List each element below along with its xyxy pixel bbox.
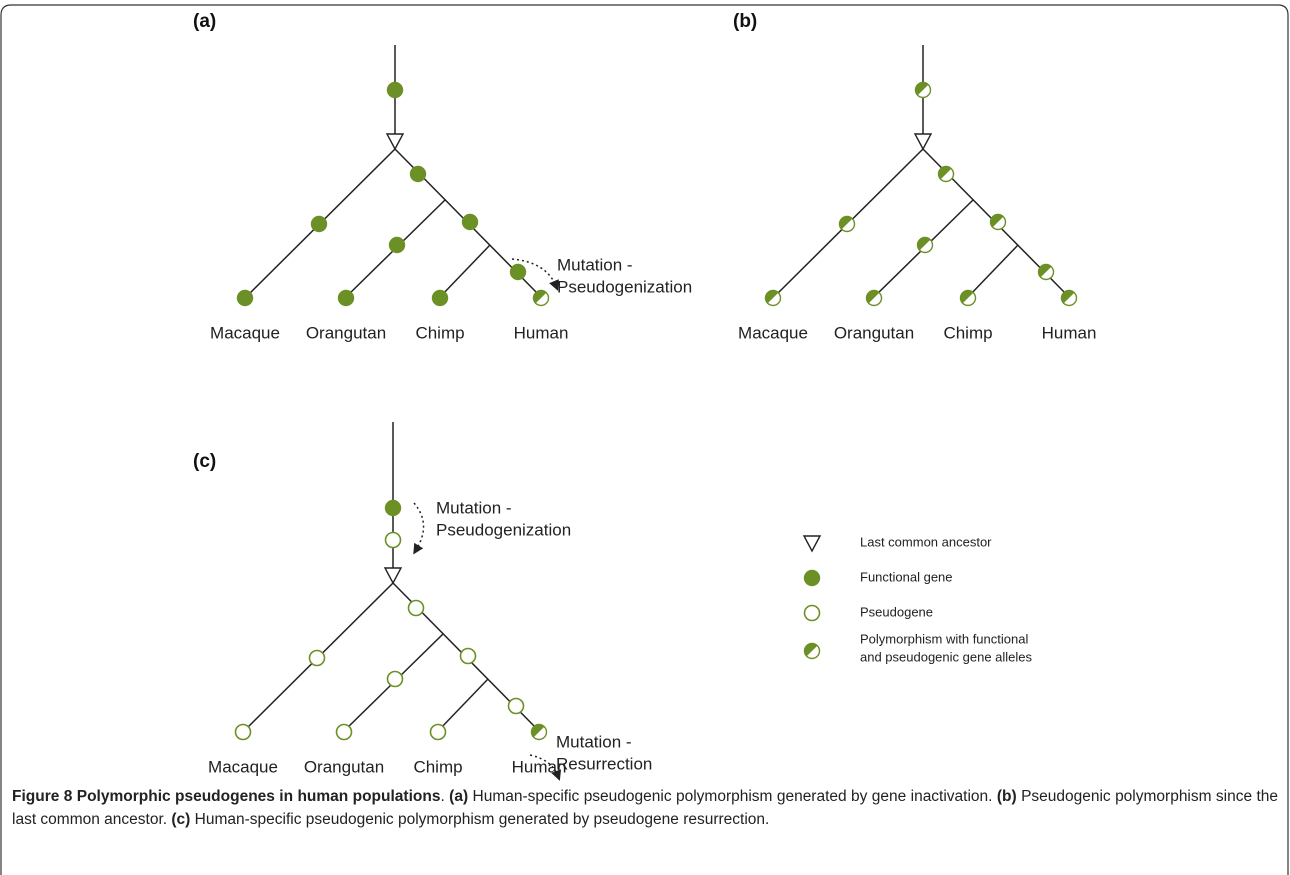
tree-branch bbox=[967, 244, 1019, 298]
caption-bold: Figure 8 Polymorphic pseudogenes in huma… bbox=[12, 788, 441, 805]
polymorphism-node bbox=[764, 289, 782, 307]
functional-node bbox=[509, 263, 527, 281]
node-half bbox=[960, 290, 974, 304]
functional-node bbox=[337, 289, 355, 307]
species-label: Human bbox=[1042, 323, 1097, 342]
node-half bbox=[1038, 264, 1052, 278]
functional-node bbox=[803, 569, 821, 587]
node-half bbox=[765, 290, 779, 304]
legend-text: and pseudogenic gene alleles bbox=[860, 649, 1033, 664]
pseudogene-node bbox=[386, 670, 404, 688]
pseudogene-node bbox=[308, 649, 326, 667]
polymorphism-node bbox=[530, 723, 548, 741]
legend-text: Functional gene bbox=[860, 569, 953, 584]
caption-text: Human-specific pseudogenic polymorphism … bbox=[194, 811, 770, 828]
pseudogene-node bbox=[335, 723, 353, 741]
species-label: Orangutan bbox=[304, 757, 384, 776]
tree-branch bbox=[437, 678, 489, 732]
node-half bbox=[917, 237, 931, 251]
species-label: Chimp bbox=[413, 757, 462, 776]
polymorphism-node bbox=[803, 642, 821, 660]
frame bbox=[0, 4, 1289, 875]
pseudogene-node bbox=[407, 599, 425, 617]
polymorphism-node bbox=[916, 236, 934, 254]
caption-bold: (a) bbox=[449, 788, 469, 805]
caption-text: Pseudogenic polymorphism since the last … bbox=[12, 788, 1279, 828]
polymorphism-node bbox=[914, 81, 932, 99]
node-half bbox=[1061, 290, 1075, 304]
pseudogene-node bbox=[507, 697, 525, 715]
functional-node bbox=[386, 81, 404, 99]
pseudogene-node bbox=[803, 604, 821, 622]
polymorphism-node bbox=[1060, 289, 1078, 307]
panel-label: (c) bbox=[193, 451, 216, 472]
polymorphism-node bbox=[937, 165, 955, 183]
species-label: Macaque bbox=[738, 323, 808, 342]
species-label: Human bbox=[514, 323, 569, 342]
functional-node bbox=[388, 236, 406, 254]
species-label: Macaque bbox=[208, 757, 278, 776]
ancestor-triangle bbox=[802, 535, 822, 553]
polymorphism-node bbox=[532, 289, 550, 307]
functional-node bbox=[384, 499, 402, 517]
legend-text: Pseudogene bbox=[860, 604, 933, 619]
node-half bbox=[990, 214, 1004, 228]
polymorphism-node bbox=[989, 213, 1007, 231]
node-half bbox=[915, 82, 929, 96]
species-label: Chimp bbox=[943, 323, 992, 342]
panel-label: (b) bbox=[733, 11, 757, 32]
node-half bbox=[938, 166, 952, 180]
polymorphism-node bbox=[838, 215, 856, 233]
node-half bbox=[804, 643, 818, 657]
functional-node bbox=[431, 289, 449, 307]
annotation: Pseudogenization bbox=[557, 277, 692, 296]
caption-bold: (b) bbox=[996, 788, 1017, 805]
ancestor-triangle bbox=[385, 133, 405, 151]
panel-label: (a) bbox=[193, 11, 216, 32]
functional-node bbox=[409, 165, 427, 183]
annotation: Mutation - bbox=[556, 732, 632, 751]
node-half bbox=[533, 290, 547, 304]
functional-node bbox=[461, 213, 479, 231]
node-half bbox=[531, 724, 545, 738]
caption-bold: (c) bbox=[171, 811, 191, 828]
species-label: Macaque bbox=[210, 323, 280, 342]
species-label: Orangutan bbox=[306, 323, 386, 342]
annotation: Mutation - bbox=[436, 498, 512, 517]
annotation: Pseudogenization bbox=[436, 520, 571, 539]
species-label: Chimp bbox=[415, 323, 464, 342]
annotation: Resurrection bbox=[556, 754, 652, 773]
mutation-arrow bbox=[511, 258, 559, 291]
functional-node bbox=[236, 289, 254, 307]
legend-text: Polymorphism with functional bbox=[860, 631, 1028, 646]
pseudogene-node bbox=[429, 723, 447, 741]
species-label: Orangutan bbox=[834, 323, 914, 342]
polymorphism-node bbox=[959, 289, 977, 307]
polymorphism-node bbox=[865, 289, 883, 307]
ancestor-triangle bbox=[383, 567, 403, 585]
polymorphism-node bbox=[1037, 263, 1055, 281]
node-half bbox=[866, 290, 880, 304]
caption: Figure 8 Polymorphic pseudogenes in huma… bbox=[12, 785, 1278, 831]
functional-node bbox=[310, 215, 328, 233]
tree-branch bbox=[439, 244, 491, 298]
annotation: Mutation - bbox=[557, 255, 633, 274]
species-label: Human bbox=[512, 757, 567, 776]
ancestor-triangle bbox=[913, 133, 933, 151]
caption-text: Human-specific pseudogenic polymorphism … bbox=[472, 788, 993, 805]
node-half bbox=[839, 216, 853, 230]
mutation-arrow bbox=[413, 502, 425, 555]
caption-text: . bbox=[440, 788, 445, 805]
pseudogene-node bbox=[384, 531, 402, 549]
pseudogene-node bbox=[234, 723, 252, 741]
pseudogene-node bbox=[459, 647, 477, 665]
legend-text: Last common ancestor bbox=[860, 534, 992, 549]
